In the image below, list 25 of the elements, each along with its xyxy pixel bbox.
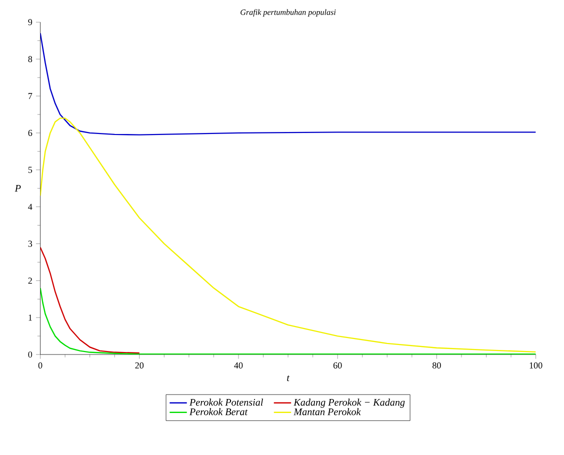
y-tick-label: 2: [28, 278, 32, 284]
legend-label: Perokok Berat: [189, 408, 248, 416]
y-tick-label: 1: [28, 314, 32, 320]
y-tick-label: 9: [28, 19, 32, 26]
y-tick-label: 5: [28, 166, 32, 173]
x-tick-label: 0: [38, 362, 42, 368]
y-tick-label: 8: [28, 56, 32, 62]
x-tick-label: 100: [530, 362, 542, 368]
chart-title: Grafik pertumbuhan populasi: [240, 9, 336, 16]
y-tick-label: 3: [28, 240, 32, 247]
legend-label: Perokok Potensial: [189, 398, 263, 406]
legend-label: Mantan Perokok: [294, 408, 361, 416]
legend-label: Kadang Perokok − Kadang: [294, 398, 405, 408]
x-tick-label: 40: [234, 362, 243, 368]
y-axis-title: P: [14, 184, 21, 192]
y-tick-label: 6: [28, 130, 32, 136]
y-tick-label: 4: [28, 204, 32, 210]
line-series: [40, 117, 536, 352]
y-tick-label: 0: [28, 351, 32, 358]
y-tick-label: 7: [28, 92, 32, 99]
x-axis-title: t: [287, 375, 290, 382]
line-series: [40, 246, 140, 354]
x-tick-label: 80: [432, 362, 441, 368]
x-tick-label: 60: [333, 362, 342, 368]
x-tick-label: 20: [135, 362, 144, 368]
